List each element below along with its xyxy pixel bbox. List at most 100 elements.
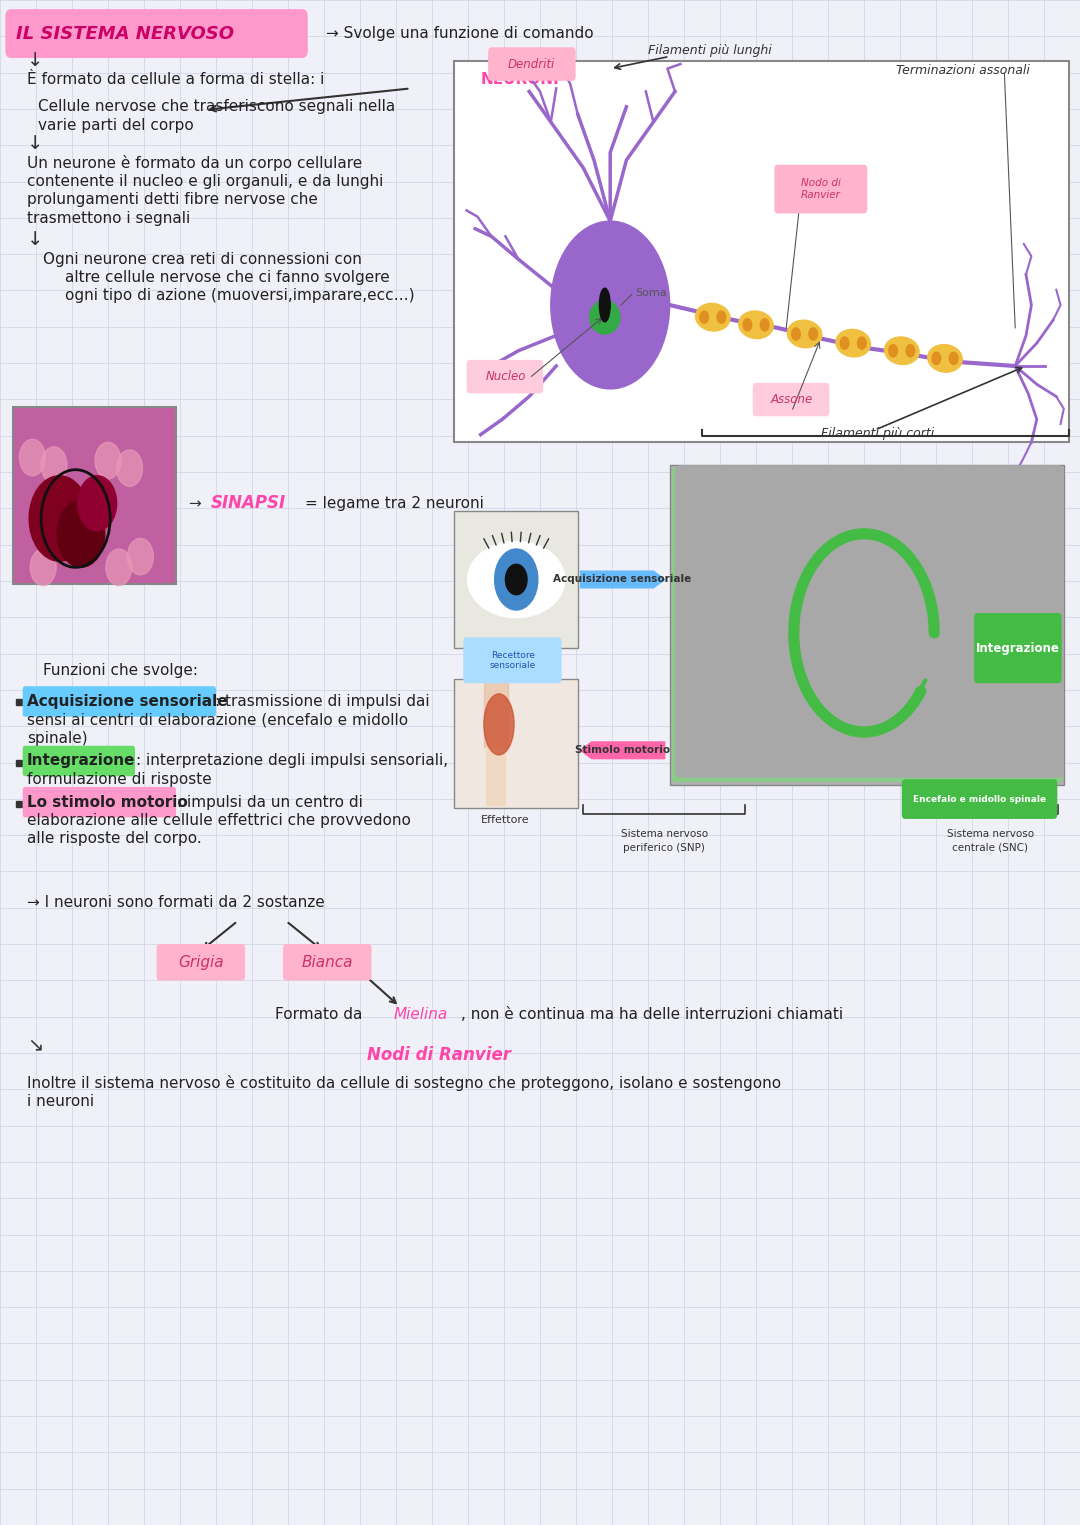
Text: Assone: Assone bbox=[770, 393, 813, 406]
Circle shape bbox=[551, 221, 670, 389]
Ellipse shape bbox=[787, 320, 822, 348]
FancyBboxPatch shape bbox=[675, 465, 1064, 778]
FancyBboxPatch shape bbox=[672, 468, 1062, 782]
Text: trasmettono i segnali: trasmettono i segnali bbox=[27, 210, 190, 226]
Circle shape bbox=[809, 328, 818, 340]
Text: →: → bbox=[189, 496, 206, 511]
Circle shape bbox=[106, 549, 132, 586]
Circle shape bbox=[495, 549, 538, 610]
Circle shape bbox=[889, 345, 897, 357]
Text: Funzioni che svolge:: Funzioni che svolge: bbox=[43, 663, 199, 679]
Text: ↓: ↓ bbox=[27, 134, 43, 152]
Text: i neuroni: i neuroni bbox=[27, 1093, 94, 1109]
Circle shape bbox=[57, 500, 105, 567]
Ellipse shape bbox=[590, 300, 620, 334]
Text: ogni tipo di azione (muoversi,imparare,ecc…): ogni tipo di azione (muoversi,imparare,e… bbox=[65, 288, 415, 303]
FancyBboxPatch shape bbox=[454, 511, 578, 648]
Circle shape bbox=[30, 549, 56, 586]
Text: Nodi di Ranvier: Nodi di Ranvier bbox=[367, 1046, 511, 1064]
Text: sensi ai centri di elaborazione (encefalo e midollo: sensi ai centri di elaborazione (encefal… bbox=[27, 712, 408, 727]
Circle shape bbox=[743, 319, 752, 331]
FancyBboxPatch shape bbox=[23, 746, 135, 776]
Circle shape bbox=[127, 538, 153, 575]
Text: NEURONI: NEURONI bbox=[481, 72, 559, 87]
Text: Acquisizione sensoriale: Acquisizione sensoriale bbox=[27, 694, 228, 709]
FancyBboxPatch shape bbox=[902, 779, 1057, 819]
Text: Filamenti più lunghi: Filamenti più lunghi bbox=[648, 44, 772, 56]
Text: centrale (SNC): centrale (SNC) bbox=[953, 843, 1028, 852]
Text: elaborazione alle cellule effettrici che provvedono: elaborazione alle cellule effettrici che… bbox=[27, 813, 410, 828]
Text: : trasmissione di impulsi dai: : trasmissione di impulsi dai bbox=[215, 694, 430, 709]
Text: : interpretazione degli impulsi sensoriali,: : interpretazione degli impulsi sensoria… bbox=[136, 753, 448, 769]
Text: Dendriti: Dendriti bbox=[508, 58, 555, 70]
Text: SINAPSI: SINAPSI bbox=[211, 494, 286, 512]
Text: : impulsi da un centro di: : impulsi da un centro di bbox=[177, 795, 363, 810]
Text: Formato da: Formato da bbox=[275, 1006, 367, 1022]
Text: alle risposte del corpo.: alle risposte del corpo. bbox=[27, 831, 202, 846]
Text: altre cellule nervose che ci fanno svolgere: altre cellule nervose che ci fanno svolg… bbox=[65, 270, 390, 285]
Circle shape bbox=[19, 439, 45, 476]
Text: Nucleo: Nucleo bbox=[485, 371, 526, 383]
Text: Filamenti più corti: Filamenti più corti bbox=[821, 427, 934, 439]
Text: IL SISTEMA NERVOSO: IL SISTEMA NERVOSO bbox=[16, 24, 234, 43]
Circle shape bbox=[78, 476, 117, 531]
Ellipse shape bbox=[836, 329, 870, 357]
FancyBboxPatch shape bbox=[23, 686, 216, 717]
Text: Lo stimolo motorio: Lo stimolo motorio bbox=[27, 795, 188, 810]
Circle shape bbox=[906, 345, 915, 357]
Circle shape bbox=[700, 311, 708, 323]
Text: Un neurone è formato da un corpo cellulare: Un neurone è formato da un corpo cellula… bbox=[27, 156, 362, 171]
Text: Stimolo motorio: Stimolo motorio bbox=[575, 746, 670, 755]
Circle shape bbox=[95, 442, 121, 479]
FancyBboxPatch shape bbox=[13, 407, 176, 584]
Text: prolungamenti detti fibre nervose che: prolungamenti detti fibre nervose che bbox=[27, 192, 318, 207]
FancyArrowPatch shape bbox=[581, 743, 664, 758]
Ellipse shape bbox=[599, 288, 610, 322]
Text: spinale): spinale) bbox=[27, 730, 87, 746]
FancyBboxPatch shape bbox=[488, 47, 576, 81]
Circle shape bbox=[858, 337, 866, 349]
Text: formulazione di risposte: formulazione di risposte bbox=[27, 772, 212, 787]
Text: = legame tra 2 neuroni: = legame tra 2 neuroni bbox=[305, 496, 484, 511]
Text: → I neuroni sono formati da 2 sostanze: → I neuroni sono formati da 2 sostanze bbox=[27, 895, 325, 910]
Text: ↘: ↘ bbox=[27, 1035, 43, 1054]
Text: Acquisizione sensoriale: Acquisizione sensoriale bbox=[553, 575, 691, 584]
Text: contenente il nucleo e gli organuli, e da lunghi: contenente il nucleo e gli organuli, e d… bbox=[27, 174, 383, 189]
Circle shape bbox=[505, 564, 527, 595]
Text: Soma: Soma bbox=[635, 288, 666, 297]
Text: Effettore: Effettore bbox=[481, 816, 530, 825]
Text: Integrazione: Integrazione bbox=[975, 642, 1059, 654]
Ellipse shape bbox=[885, 337, 919, 364]
FancyBboxPatch shape bbox=[157, 944, 245, 981]
Text: Integrazione: Integrazione bbox=[27, 753, 135, 769]
Text: Recettore
sensoriale: Recettore sensoriale bbox=[490, 651, 536, 669]
Circle shape bbox=[840, 337, 849, 349]
Ellipse shape bbox=[928, 345, 962, 372]
FancyBboxPatch shape bbox=[753, 383, 829, 416]
Text: Mielina: Mielina bbox=[393, 1006, 447, 1022]
Text: Encefalo e midollo spinale: Encefalo e midollo spinale bbox=[913, 795, 1047, 804]
Circle shape bbox=[932, 352, 941, 364]
Text: Grigia: Grigia bbox=[178, 955, 224, 970]
Text: Terminazioni assonali: Terminazioni assonali bbox=[896, 64, 1030, 76]
Text: Bianca: Bianca bbox=[301, 955, 353, 970]
Circle shape bbox=[760, 319, 769, 331]
FancyBboxPatch shape bbox=[670, 465, 1064, 785]
Text: Ogni neurone crea reti di connessioni con: Ogni neurone crea reti di connessioni co… bbox=[43, 252, 362, 267]
FancyBboxPatch shape bbox=[23, 787, 176, 817]
Text: ↓: ↓ bbox=[27, 230, 43, 249]
Circle shape bbox=[29, 476, 90, 561]
FancyBboxPatch shape bbox=[5, 9, 308, 58]
FancyBboxPatch shape bbox=[774, 165, 867, 214]
Circle shape bbox=[41, 447, 67, 483]
Ellipse shape bbox=[696, 303, 730, 331]
Circle shape bbox=[717, 311, 726, 323]
Text: Sistema nervoso: Sistema nervoso bbox=[621, 830, 707, 839]
FancyBboxPatch shape bbox=[283, 944, 372, 981]
Text: , non è continua ma ha delle interruzioni chiamati: , non è continua ma ha delle interruzion… bbox=[461, 1006, 843, 1022]
Text: Inoltre il sistema nervoso è costituito da cellule di sostegno che proteggono, i: Inoltre il sistema nervoso è costituito … bbox=[27, 1075, 781, 1090]
Text: Cellule nervose che trasferiscono segnali nella: Cellule nervose che trasferiscono segnal… bbox=[38, 99, 395, 114]
Text: Sistema nervoso: Sistema nervoso bbox=[947, 830, 1034, 839]
Text: ↓: ↓ bbox=[27, 52, 43, 70]
FancyBboxPatch shape bbox=[454, 679, 578, 808]
